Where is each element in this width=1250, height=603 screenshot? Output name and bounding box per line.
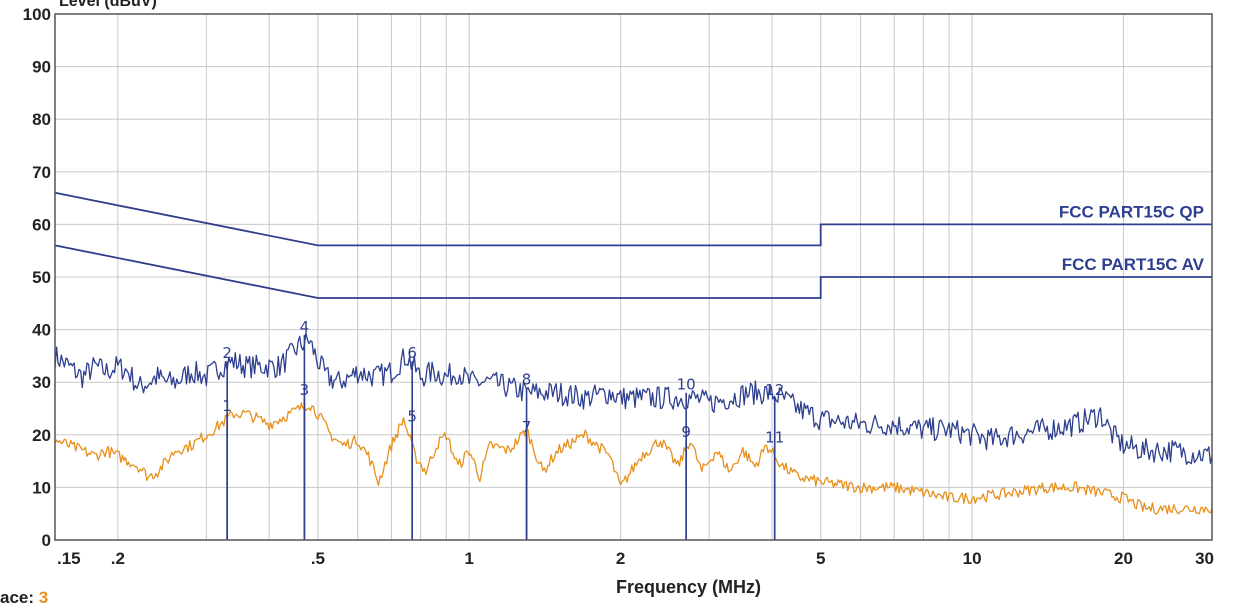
x-tick-label: 30	[1195, 549, 1214, 568]
y-tick-label: 30	[32, 373, 51, 392]
x-tick-label: 10	[963, 549, 982, 568]
marker-label: 6	[407, 344, 417, 362]
x-tick-label: .5	[311, 549, 325, 568]
limit-label-qp: FCC PART15C QP	[1059, 202, 1204, 221]
y-tick-labels: 0 10 20 30 40 50 60 70 80 90 100	[23, 5, 51, 550]
y-tick-label: 40	[32, 321, 51, 340]
x-tick-label: .15	[57, 549, 81, 568]
y-tick-label: 90	[32, 58, 51, 77]
limit-lines: FCC PART15C QP FCC PART15C AV	[54, 191, 1212, 299]
marker-label: 8	[522, 370, 532, 388]
marker-label: 2	[222, 344, 232, 362]
y-tick-label: 100	[23, 5, 51, 24]
limit-line-qp	[54, 191, 1212, 247]
trace-label-value: 3	[39, 588, 48, 603]
marker-label: 12	[765, 381, 784, 399]
x-tick-label: .2	[111, 549, 125, 568]
x-tick-labels: .15 .2 .5 1 2 5 10 20 30	[57, 549, 1214, 568]
x-axis-label: Frequency (MHz)	[616, 577, 761, 597]
y-tick-label: 70	[32, 163, 51, 182]
y-axis-label: Level (dBuV)	[59, 0, 157, 10]
y-tick-label: 10	[32, 478, 51, 497]
y-tick-label: 0	[42, 531, 51, 550]
x-tick-label: 1	[465, 549, 474, 568]
limit-line-av	[54, 244, 1212, 299]
marker-label: 10	[677, 376, 696, 394]
marker-label: 4	[300, 318, 310, 336]
trace-qp	[54, 332, 1213, 465]
y-tick-label: 50	[32, 268, 51, 287]
trace-label-text: ace:	[0, 588, 34, 603]
markers: 123456789101112	[222, 318, 784, 540]
x-tick-label: 5	[816, 549, 825, 568]
plot-frame	[54, 13, 1213, 541]
x-tick-label: 20	[1114, 549, 1133, 568]
x-tick-label: 2	[616, 549, 625, 568]
traces	[54, 332, 1213, 515]
y-tick-label: 80	[32, 110, 51, 129]
trace-av	[54, 402, 1213, 515]
trace-label: ace: 3	[0, 588, 48, 603]
y-tick-label: 60	[32, 215, 51, 234]
limit-label-av: FCC PART15C AV	[1062, 255, 1205, 274]
y-tick-label: 20	[32, 426, 51, 445]
